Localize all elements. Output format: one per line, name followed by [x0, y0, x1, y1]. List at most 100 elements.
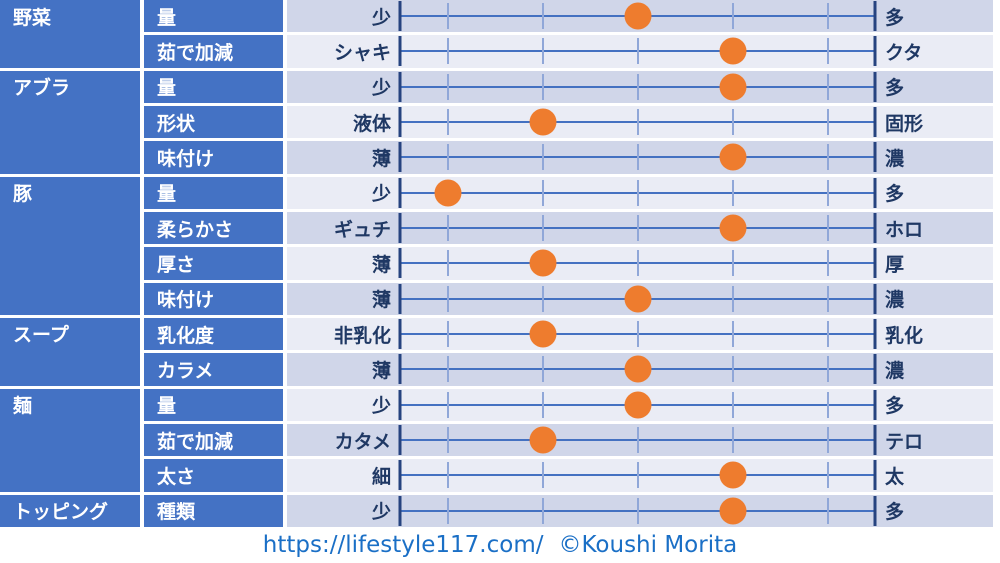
slider-max-bar — [873, 354, 877, 385]
slider-right-label: 多 — [885, 501, 905, 524]
slider-right-label: 多 — [885, 6, 905, 29]
slider-track — [398, 459, 877, 491]
slider-min-bar — [398, 495, 402, 526]
slider-handle[interactable] — [624, 355, 651, 383]
attribute-cell: 厚さ — [144, 247, 283, 280]
slider-left-label: 細 — [371, 465, 391, 488]
slider-row: 薄濃 — [287, 141, 993, 174]
slider-tick — [446, 356, 449, 383]
slider-tick — [446, 215, 449, 242]
slider-tick — [446, 497, 449, 524]
category-label: 麺 — [13, 395, 33, 418]
attribute-cell: 量 — [144, 176, 283, 209]
category-label: アブラ — [13, 77, 71, 100]
category-cell: 野菜 — [0, 0, 140, 68]
slider-tick — [826, 321, 829, 348]
slider-min-bar — [398, 142, 402, 173]
slider-row: 薄厚 — [287, 247, 993, 280]
slider-row: 少多 — [287, 176, 993, 209]
slider-track — [398, 35, 877, 67]
slider-track — [398, 106, 877, 138]
slider-handle[interactable] — [529, 108, 556, 136]
slider-max-bar — [873, 1, 877, 32]
slider-left-label: 薄 — [371, 253, 391, 276]
slider-tick — [541, 38, 544, 65]
slider-tick — [446, 144, 449, 171]
attribute-cell: 太さ — [144, 459, 283, 492]
slider-right-label: 多 — [885, 183, 905, 206]
slider-tick — [731, 285, 734, 312]
slider-handle[interactable] — [719, 73, 746, 101]
slider-track — [398, 353, 877, 385]
slider-handle[interactable] — [719, 214, 746, 242]
slider-tick — [826, 73, 829, 100]
slider-track — [398, 424, 877, 456]
slider-handle[interactable] — [529, 426, 556, 454]
slider-tick — [826, 38, 829, 65]
slider-min-bar — [398, 319, 402, 350]
slider-tick — [731, 109, 734, 136]
slider-right-label: 濃 — [885, 359, 905, 382]
slider-tick — [636, 250, 639, 277]
slider-handle[interactable] — [624, 285, 651, 313]
slider-right-label: 濃 — [885, 147, 905, 170]
slider-max-bar — [873, 71, 877, 102]
slider-right-label: クタ — [885, 41, 923, 64]
slider-max-bar — [873, 248, 877, 279]
slider-handle[interactable] — [624, 2, 651, 30]
slider-max-bar — [873, 142, 877, 173]
slider-right-label: 乳化 — [885, 324, 924, 347]
attribute-cell: 味付け — [144, 141, 283, 174]
slider-min-bar — [398, 460, 402, 491]
slider-tick — [826, 285, 829, 312]
attribute-cell: 量 — [144, 388, 283, 421]
slider-handle[interactable] — [719, 37, 746, 65]
slider-track — [398, 212, 877, 244]
slider-handle[interactable] — [719, 497, 746, 525]
slider-track — [398, 141, 877, 173]
category-label: 野菜 — [13, 6, 52, 29]
slider-row: カタメ テロ — [287, 423, 993, 457]
slider-tick — [636, 144, 639, 171]
slider-tick — [826, 427, 829, 454]
slider-row: 少多 — [287, 70, 993, 103]
slider-tick — [541, 497, 544, 524]
footer-url[interactable]: https://lifestyle117.com/ — [262, 532, 544, 558]
slider-row: 少多 — [287, 388, 993, 421]
slider-handle[interactable] — [529, 320, 556, 348]
slider-handle[interactable] — [529, 249, 556, 277]
slider-right-label: 多 — [885, 395, 905, 418]
slider-handle[interactable] — [719, 461, 746, 489]
slider-max-bar — [873, 36, 877, 67]
attribute-cell: 種類 — [144, 494, 283, 527]
slider-tick — [541, 73, 544, 100]
slider-tick — [826, 3, 829, 30]
slider-handle[interactable] — [719, 143, 746, 171]
slider-max-bar — [873, 425, 877, 456]
slider-right-label: 多 — [885, 77, 905, 100]
slider-tick — [731, 427, 734, 454]
slider-min-bar — [398, 36, 402, 67]
attribute-cell: 形状 — [144, 105, 283, 139]
slider-min-bar — [398, 107, 402, 138]
slider-right-label: 固形 — [885, 112, 924, 135]
slider-left-label: 少 — [371, 501, 391, 524]
slider-tick — [636, 73, 639, 100]
slider-tick — [541, 215, 544, 242]
slider-handle[interactable] — [624, 391, 651, 419]
category-cell: トッピング — [0, 494, 140, 527]
slider-tick — [446, 391, 449, 418]
slider-min-bar — [398, 283, 402, 314]
slider-tick — [541, 391, 544, 418]
slider-handle[interactable] — [434, 179, 461, 207]
slider-tick — [636, 179, 639, 206]
slider-min-bar — [398, 389, 402, 420]
slider-tick — [636, 38, 639, 65]
category-cell: 豚 — [0, 176, 140, 315]
slider-left-label: 少 — [371, 6, 391, 29]
slider-track — [398, 283, 877, 315]
slider-max-bar — [873, 319, 877, 350]
slider-tick — [541, 462, 544, 489]
slider-row: 薄濃 — [287, 353, 993, 386]
